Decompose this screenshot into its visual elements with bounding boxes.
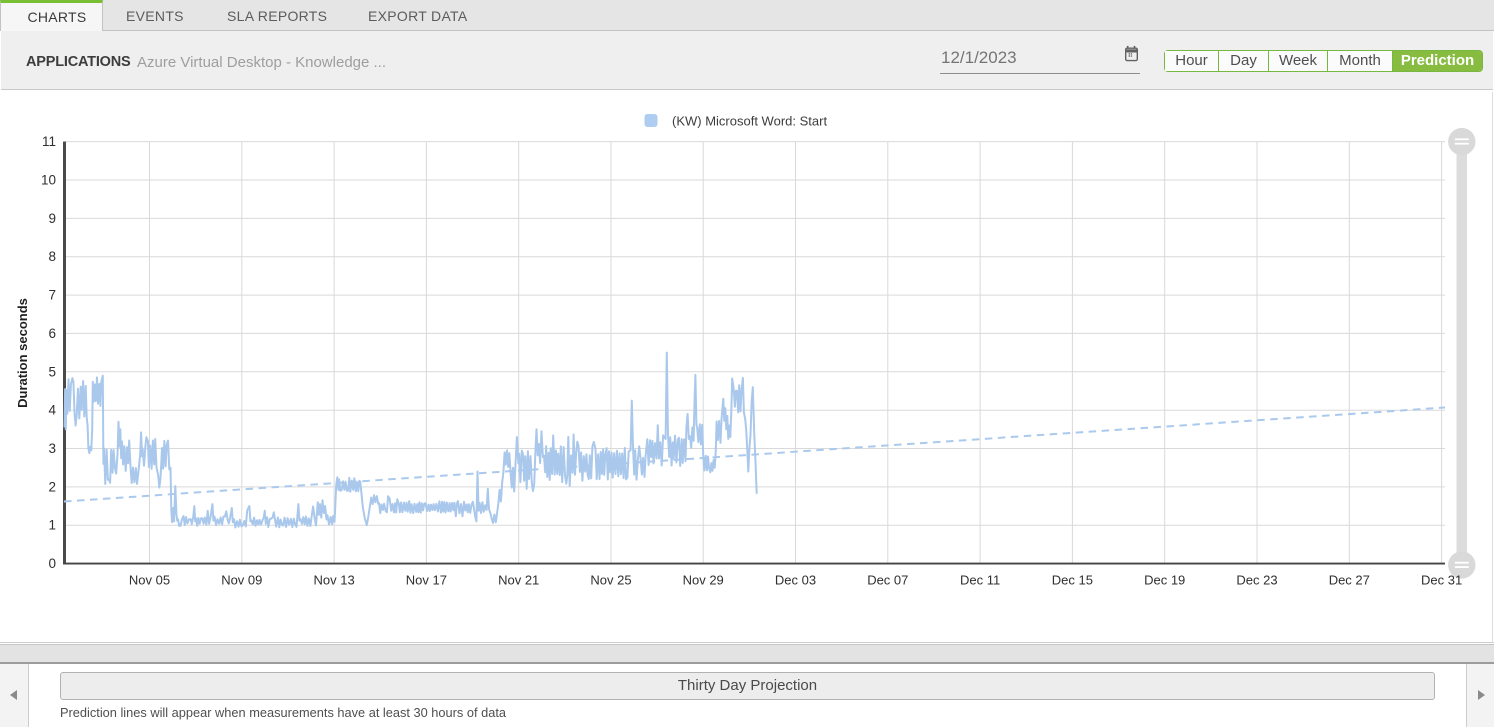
svg-text:9: 9 [48, 211, 56, 226]
svg-text:6: 6 [48, 326, 56, 341]
svg-text:Nov 25: Nov 25 [590, 573, 631, 588]
svg-text:11: 11 [42, 134, 56, 149]
svg-text:Duration seconds: Duration seconds [15, 298, 30, 408]
svg-text:Nov 21: Nov 21 [498, 573, 539, 588]
svg-text:2: 2 [48, 479, 56, 494]
svg-text:10: 10 [41, 173, 56, 188]
svg-text:Nov 05: Nov 05 [129, 573, 170, 588]
svg-text:Dec 27: Dec 27 [1329, 573, 1370, 588]
svg-text:8: 8 [48, 249, 56, 264]
svg-text:Dec 19: Dec 19 [1144, 573, 1185, 588]
svg-text:5: 5 [48, 364, 56, 379]
svg-text:Nov 13: Nov 13 [313, 573, 354, 588]
svg-text:(KW) Microsoft Word: Start: (KW) Microsoft Word: Start [672, 114, 827, 129]
svg-text:Nov 17: Nov 17 [406, 573, 447, 588]
svg-text:Dec 15: Dec 15 [1052, 573, 1093, 588]
svg-text:1: 1 [48, 518, 56, 533]
svg-text:4: 4 [48, 403, 56, 418]
svg-text:0: 0 [48, 556, 56, 571]
svg-text:Dec 07: Dec 07 [867, 573, 908, 588]
svg-text:Nov 29: Nov 29 [683, 573, 724, 588]
svg-text:Nov 09: Nov 09 [221, 573, 262, 588]
svg-text:7: 7 [48, 288, 56, 303]
svg-text:Dec 11: Dec 11 [960, 573, 1000, 588]
svg-text:Dec 03: Dec 03 [775, 573, 816, 588]
svg-text:Dec 23: Dec 23 [1236, 573, 1277, 588]
svg-text:3: 3 [48, 441, 56, 456]
svg-text:Dec 31: Dec 31 [1421, 573, 1462, 588]
